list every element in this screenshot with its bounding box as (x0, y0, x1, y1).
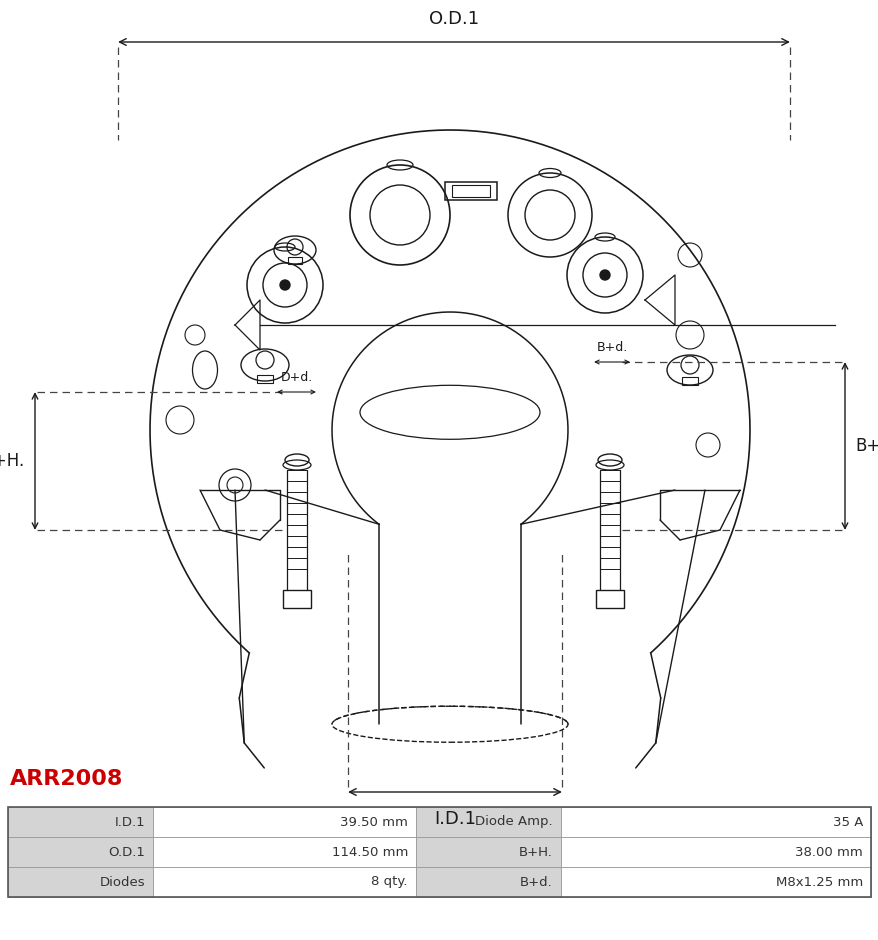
Bar (681, 377, 697, 385)
Bar (8, 807, 153, 837)
Text: B+d.: B+d. (595, 341, 627, 354)
Text: ARR2008: ARR2008 (10, 769, 123, 789)
Bar (560, 867, 870, 897)
Circle shape (600, 270, 609, 280)
Text: B+d.: B+d. (520, 875, 552, 888)
Bar (560, 837, 870, 867)
Text: 114.50 mm: 114.50 mm (331, 845, 407, 858)
Bar (8, 837, 153, 867)
Bar (256, 375, 273, 383)
Text: 35 A: 35 A (831, 816, 862, 828)
Text: B+H.: B+H. (519, 845, 552, 858)
Text: 39.50 mm: 39.50 mm (340, 816, 407, 828)
Bar (8, 867, 153, 897)
Bar (444, 182, 496, 200)
Bar (451, 185, 489, 197)
Bar (415, 807, 560, 837)
Text: O.D.1: O.D.1 (108, 845, 145, 858)
Text: D+H.: D+H. (0, 452, 25, 470)
Text: 38.00 mm: 38.00 mm (795, 845, 862, 858)
Text: O.D.1: O.D.1 (428, 10, 479, 28)
Text: 8 qty.: 8 qty. (371, 875, 407, 888)
Bar (415, 837, 560, 867)
Bar (8, 807, 870, 897)
Bar (153, 837, 415, 867)
Bar (595, 590, 623, 608)
Bar (153, 807, 415, 837)
Bar (153, 867, 415, 897)
Text: Diode Amp.: Diode Amp. (475, 816, 552, 828)
Bar (283, 590, 311, 608)
Text: B+H.: B+H. (854, 437, 878, 455)
Circle shape (280, 280, 290, 290)
Text: I.D.1: I.D.1 (434, 810, 476, 828)
Bar (560, 807, 870, 837)
Text: M8x1.25 mm: M8x1.25 mm (775, 875, 862, 888)
Text: Diodes: Diodes (99, 875, 145, 888)
Text: I.D.1: I.D.1 (114, 816, 145, 828)
Bar (288, 257, 302, 264)
Text: D+d.: D+d. (280, 371, 313, 384)
Bar (415, 867, 560, 897)
